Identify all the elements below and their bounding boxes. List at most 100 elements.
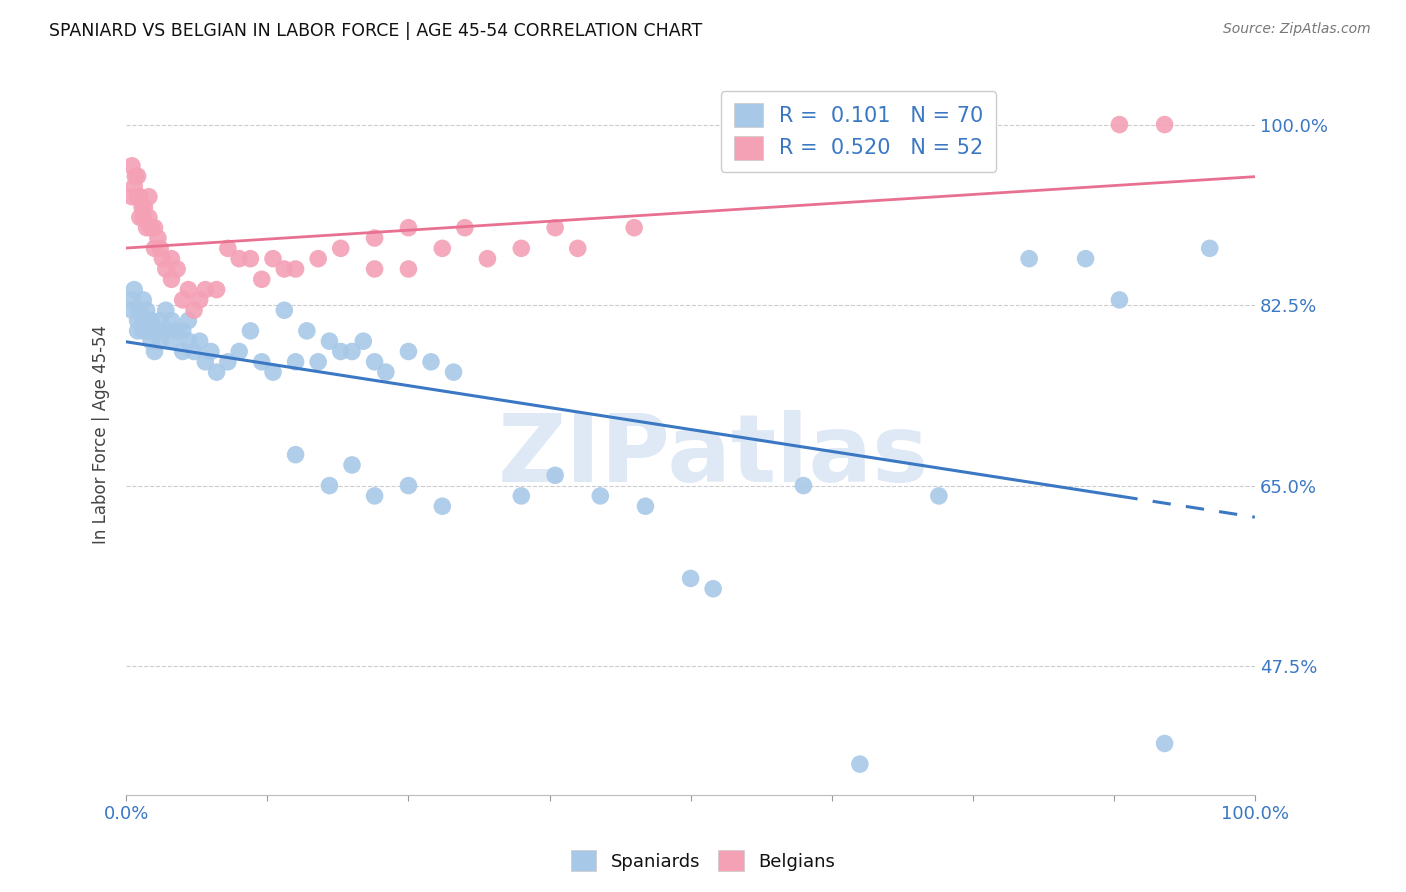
Point (128, 211, 150, 225)
Point (122, 283, 145, 297)
Y-axis label: In Labor Force | Age 45-54: In Labor Force | Age 45-54 (93, 325, 110, 543)
Point (128, 303, 150, 318)
Point (443, 365, 465, 379)
Point (295, 324, 318, 338)
Point (477, 252, 499, 266)
Point (1153, 737, 1175, 751)
Point (143, 220, 166, 235)
Point (194, 355, 217, 369)
Point (239, 252, 262, 266)
Point (398, 344, 420, 359)
Point (420, 355, 443, 369)
Point (363, 262, 385, 277)
Point (1153, 118, 1175, 132)
Legend: Spaniards, Belgians: Spaniards, Belgians (564, 843, 842, 879)
Point (329, 241, 352, 255)
Text: ZIPatlas: ZIPatlas (498, 409, 929, 501)
Point (138, 324, 160, 338)
Point (363, 355, 385, 369)
Point (121, 159, 143, 173)
Point (135, 303, 157, 318)
Point (134, 200, 156, 214)
Point (127, 324, 149, 338)
Point (172, 324, 194, 338)
Point (143, 241, 166, 255)
Point (318, 334, 340, 348)
Point (143, 344, 166, 359)
Point (702, 582, 724, 596)
Point (152, 252, 174, 266)
Point (262, 252, 284, 266)
Point (138, 211, 160, 225)
Point (138, 190, 160, 204)
Point (544, 220, 567, 235)
Point (124, 169, 146, 183)
Text: Source: ZipAtlas.com: Source: ZipAtlas.com (1223, 22, 1371, 37)
Point (284, 262, 307, 277)
Point (284, 448, 307, 462)
Point (172, 293, 194, 307)
Point (128, 190, 150, 204)
Point (432, 241, 454, 255)
Point (398, 220, 420, 235)
Point (132, 293, 155, 307)
Point (121, 293, 143, 307)
Point (374, 365, 396, 379)
Point (352, 334, 374, 348)
Point (205, 365, 228, 379)
Point (149, 313, 172, 327)
Point (177, 283, 200, 297)
Point (432, 500, 454, 514)
Legend: R =  0.101   N = 70, R =  0.520   N = 52: R = 0.101 N = 70, R = 0.520 N = 52 (721, 91, 997, 172)
Point (183, 344, 205, 359)
Point (623, 220, 645, 235)
Point (132, 211, 155, 225)
Point (454, 220, 477, 235)
Point (262, 365, 284, 379)
Point (146, 231, 169, 245)
Point (127, 169, 149, 183)
Point (139, 334, 162, 348)
Point (160, 313, 183, 327)
Point (177, 313, 200, 327)
Point (205, 283, 228, 297)
Point (160, 252, 183, 266)
Point (307, 252, 329, 266)
Point (250, 355, 273, 369)
Point (398, 478, 420, 492)
Point (188, 293, 211, 307)
Point (139, 220, 162, 235)
Point (132, 324, 155, 338)
Point (177, 334, 200, 348)
Point (363, 489, 385, 503)
Point (544, 468, 567, 483)
Point (567, 241, 589, 255)
Point (166, 324, 188, 338)
Point (217, 241, 239, 255)
Point (183, 303, 205, 318)
Point (217, 355, 239, 369)
Point (340, 344, 363, 359)
Point (139, 313, 162, 327)
Point (1108, 293, 1130, 307)
Point (127, 313, 149, 327)
Point (1198, 241, 1220, 255)
Point (127, 190, 149, 204)
Point (363, 231, 385, 245)
Point (792, 478, 814, 492)
Point (143, 324, 166, 338)
Point (849, 757, 872, 772)
Point (273, 262, 295, 277)
Point (1018, 252, 1040, 266)
Point (149, 241, 172, 255)
Point (135, 220, 157, 235)
Point (1108, 118, 1130, 132)
Point (121, 190, 143, 204)
Point (340, 458, 363, 472)
Point (284, 355, 307, 369)
Point (398, 262, 420, 277)
Point (155, 324, 177, 338)
Point (149, 334, 172, 348)
Point (928, 489, 950, 503)
Point (228, 344, 250, 359)
